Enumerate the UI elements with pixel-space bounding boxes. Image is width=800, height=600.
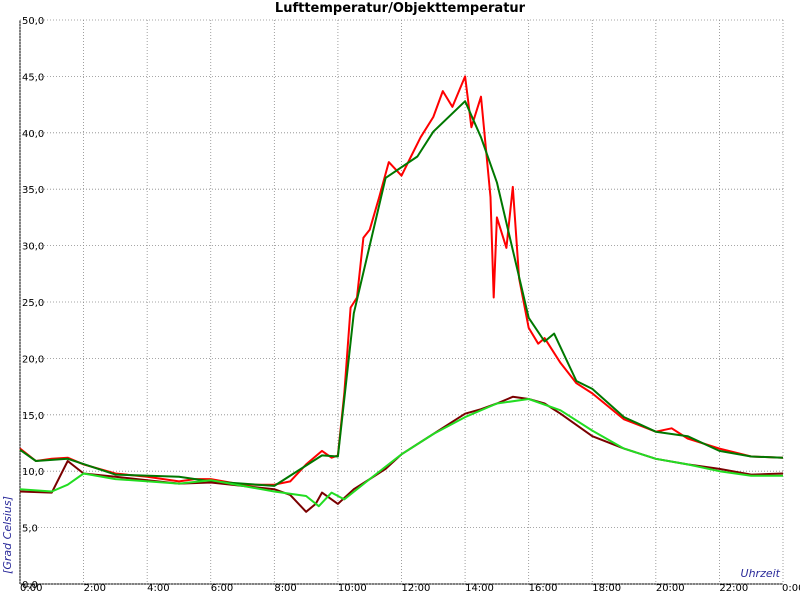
x-tick-label: 12:00 <box>402 583 431 594</box>
x-tick-label: 0:00 <box>782 583 800 594</box>
x-tick-label: 16:00 <box>529 583 558 594</box>
y-axis-label: [Grad Celsius] <box>1 496 14 574</box>
x-tick-label: 0:00 <box>20 583 42 594</box>
y-tick-label: 30,0 <box>22 242 44 253</box>
y-tick-label: 5,0 <box>22 524 38 535</box>
x-axis-label: Uhrzeit <box>741 567 781 580</box>
y-tick-label: 35,0 <box>22 185 44 196</box>
x-tick-label: 10:00 <box>338 583 367 594</box>
series-line <box>19 100 784 487</box>
y-tick-label: 50,0 <box>22 16 44 27</box>
x-tick-label: 8:00 <box>274 583 296 594</box>
chart-title: Lufttemperatur/Objekttemperatur <box>275 1 526 16</box>
series-line <box>19 75 784 486</box>
y-tick-label: 40,0 <box>22 129 44 140</box>
x-tick-label: 14:00 <box>465 583 494 594</box>
y-tick-label: 0,0 <box>22 580 38 591</box>
y-tick-label: 10,0 <box>22 467 44 478</box>
series-line <box>19 398 783 508</box>
x-tick-label: 18:00 <box>592 583 621 594</box>
x-tick-label: 4:00 <box>147 583 169 594</box>
x-tick-label: 6:00 <box>211 583 233 594</box>
x-tick-label: 20:00 <box>656 583 685 594</box>
y-tick-label: 45,0 <box>22 72 44 83</box>
y-tick-label: 25,0 <box>22 298 44 309</box>
x-tick-label: 22:00 <box>719 583 748 594</box>
x-tick-label: 2:00 <box>84 583 106 594</box>
y-tick-label: 20,0 <box>22 354 44 365</box>
y-tick-label: 15,0 <box>22 411 44 422</box>
